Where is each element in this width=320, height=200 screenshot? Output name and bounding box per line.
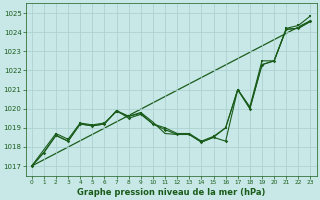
X-axis label: Graphe pression niveau de la mer (hPa): Graphe pression niveau de la mer (hPa)	[77, 188, 265, 197]
